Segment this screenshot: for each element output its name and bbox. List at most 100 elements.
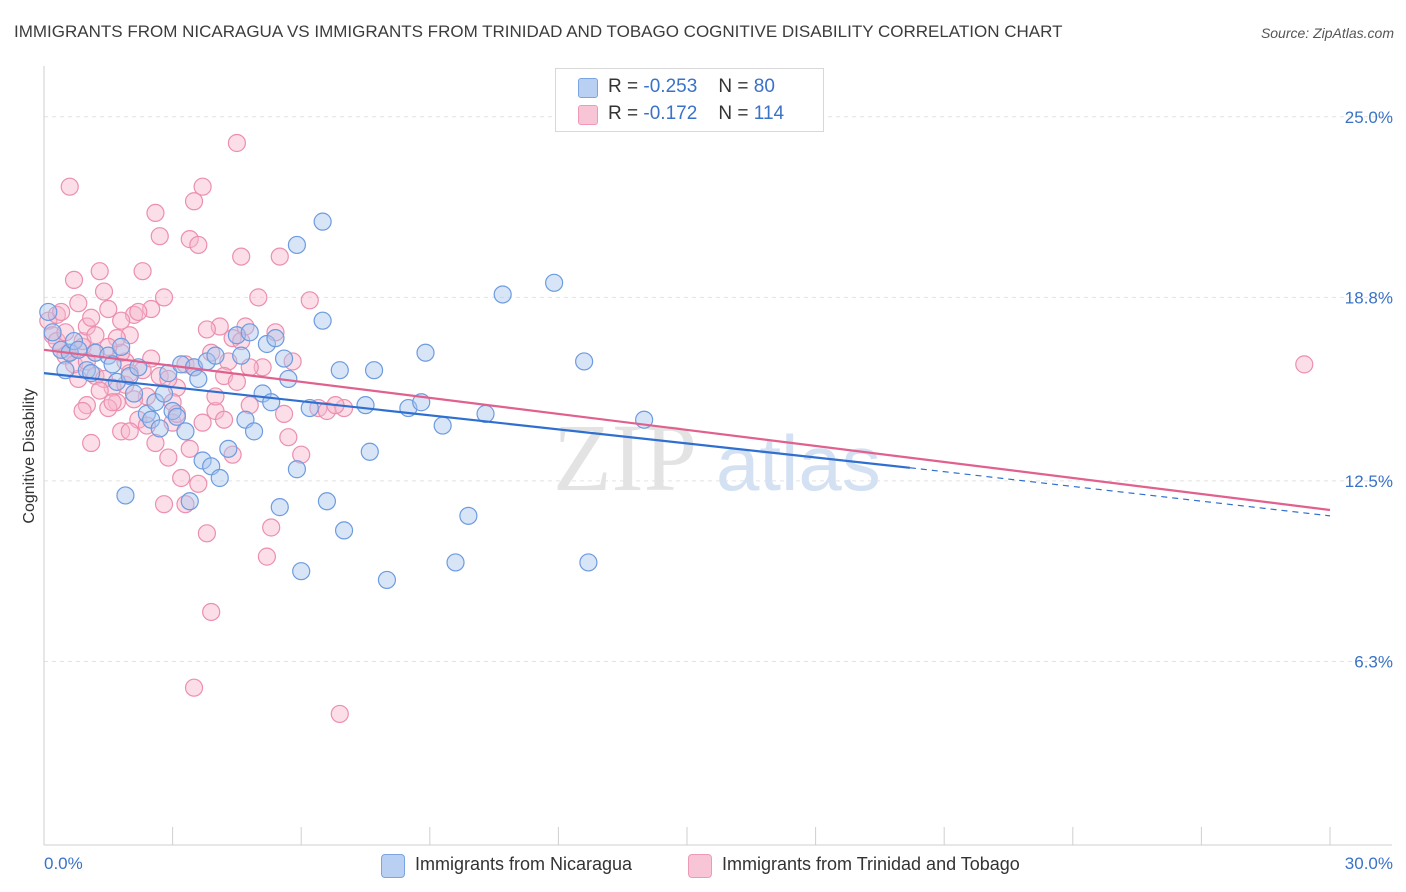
y-tick-label: 12.5% bbox=[1345, 472, 1393, 491]
legend-n-value-trinidad: 114 bbox=[753, 103, 785, 124]
data-point-trinidad bbox=[103, 393, 122, 412]
data-point-nicaragua bbox=[545, 273, 564, 292]
watermark-zip: ZIP bbox=[553, 404, 697, 511]
data-point-trinidad bbox=[82, 433, 101, 453]
data-point-nicaragua bbox=[364, 361, 384, 380]
data-point-trinidad bbox=[112, 311, 131, 330]
data-point-nicaragua bbox=[493, 285, 512, 304]
data-point-nicaragua bbox=[150, 419, 169, 438]
data-point-trinidad bbox=[193, 413, 212, 432]
data-point-trinidad bbox=[257, 547, 277, 566]
trend-line-nicaragua-extension bbox=[909, 467, 1331, 517]
legend-swatch-trinidad bbox=[578, 105, 598, 125]
data-point-trinidad bbox=[274, 404, 294, 423]
data-point-nicaragua bbox=[459, 506, 478, 525]
data-point-nicaragua bbox=[210, 468, 229, 488]
data-point-nicaragua bbox=[300, 398, 319, 418]
data-point-trinidad bbox=[86, 326, 105, 345]
data-point-nicaragua bbox=[446, 553, 465, 572]
data-point-trinidad bbox=[197, 524, 216, 543]
data-point-trinidad bbox=[330, 704, 349, 724]
legend-label-trinidad: Immigrants from Trinidad and Tobago bbox=[722, 854, 1020, 874]
data-point-nicaragua bbox=[112, 337, 131, 356]
data-point-trinidad bbox=[154, 288, 174, 307]
axis-labels: 25.0% 18.8% 12.5% 6.3% 0.0% 30.0% bbox=[44, 108, 1393, 873]
x-tick-label: 0.0% bbox=[44, 854, 83, 873]
y-tick-label: 6.3% bbox=[1354, 652, 1393, 671]
data-point-nicaragua bbox=[416, 343, 435, 362]
x-tick-label: 30.0% bbox=[1345, 854, 1393, 873]
trend-lines bbox=[43, 348, 1331, 517]
data-point-trinidad bbox=[180, 439, 199, 458]
stats-legend: R = -0.253 N = 80 R = -0.172 N = 114 bbox=[555, 68, 824, 132]
data-point-trinidad bbox=[154, 495, 174, 514]
data-point-nicaragua bbox=[360, 442, 379, 461]
data-point-nicaragua bbox=[99, 346, 118, 365]
trend-line-trinidad bbox=[43, 348, 1331, 512]
data-point-trinidad bbox=[60, 177, 79, 196]
data-point-trinidad bbox=[232, 247, 251, 266]
source-label: Source: ZipAtlas.com bbox=[1260, 25, 1394, 41]
data-point-trinidad bbox=[292, 445, 311, 464]
data-point-nicaragua bbox=[39, 302, 58, 322]
data-point-nicaragua bbox=[219, 439, 238, 458]
watermark-atlas: atlas bbox=[716, 419, 881, 507]
data-point-trinidad bbox=[193, 177, 212, 196]
legend-r-label: R = bbox=[608, 103, 639, 124]
data-point-trinidad bbox=[202, 602, 221, 622]
legend-swatch-nicaragua bbox=[381, 854, 405, 878]
data-point-nicaragua bbox=[124, 384, 144, 403]
data-point-nicaragua bbox=[206, 346, 225, 365]
data-point-trinidad bbox=[94, 282, 114, 301]
data-point-trinidad bbox=[253, 358, 272, 377]
data-point-trinidad bbox=[214, 410, 234, 429]
data-point-trinidad bbox=[52, 302, 71, 322]
data-point-trinidad bbox=[300, 291, 319, 310]
data-point-nicaragua bbox=[180, 492, 199, 511]
data-point-trinidad bbox=[150, 227, 169, 246]
legend-swatch-nicaragua bbox=[578, 78, 598, 98]
data-point-nicaragua bbox=[154, 384, 174, 403]
data-point-trinidad bbox=[69, 294, 88, 313]
data-point-trinidad bbox=[120, 422, 139, 441]
data-point-trinidad bbox=[73, 401, 92, 421]
data-point-nicaragua bbox=[317, 492, 337, 511]
legend-label-nicaragua: Immigrants from Nicaragua bbox=[415, 854, 633, 874]
data-point-nicaragua bbox=[356, 396, 375, 415]
data-point-trinidad bbox=[249, 288, 268, 307]
data-point-nicaragua bbox=[189, 369, 208, 389]
data-point-nicaragua bbox=[433, 416, 452, 435]
data-point-nicaragua bbox=[232, 346, 251, 365]
data-point-trinidad bbox=[99, 299, 118, 319]
data-point-trinidad bbox=[189, 235, 208, 255]
data-point-trinidad bbox=[90, 262, 109, 281]
data-point-trinidad bbox=[172, 468, 191, 488]
legend-r-value-nicaragua: -0.253 bbox=[643, 76, 698, 97]
legend-n-label: N = bbox=[718, 103, 749, 124]
data-point-nicaragua bbox=[64, 331, 84, 351]
data-point-trinidad bbox=[227, 133, 246, 153]
data-point-trinidad bbox=[82, 308, 101, 327]
data-point-nicaragua bbox=[244, 422, 264, 441]
data-point-nicaragua bbox=[287, 235, 307, 255]
data-point-nicaragua bbox=[103, 355, 122, 374]
data-point-nicaragua bbox=[313, 311, 332, 330]
data-point-nicaragua bbox=[116, 486, 135, 505]
data-point-trinidad bbox=[124, 390, 144, 409]
data-point-trinidad bbox=[1295, 355, 1314, 374]
data-point-trinidad bbox=[90, 381, 109, 400]
data-point-trinidad bbox=[64, 270, 84, 290]
axes bbox=[43, 66, 1392, 846]
data-point-trinidad bbox=[184, 192, 204, 211]
data-point-nicaragua bbox=[266, 329, 285, 348]
data-point-trinidad bbox=[159, 448, 178, 467]
y-tick-label: 18.8% bbox=[1345, 288, 1393, 307]
data-point-nicaragua bbox=[292, 562, 311, 581]
data-point-nicaragua bbox=[270, 498, 289, 517]
data-point-trinidad bbox=[184, 678, 204, 697]
legend-n-label: N = bbox=[718, 76, 749, 97]
data-point-nicaragua bbox=[167, 407, 186, 426]
data-point-trinidad bbox=[262, 518, 281, 537]
data-point-trinidad bbox=[279, 428, 298, 447]
